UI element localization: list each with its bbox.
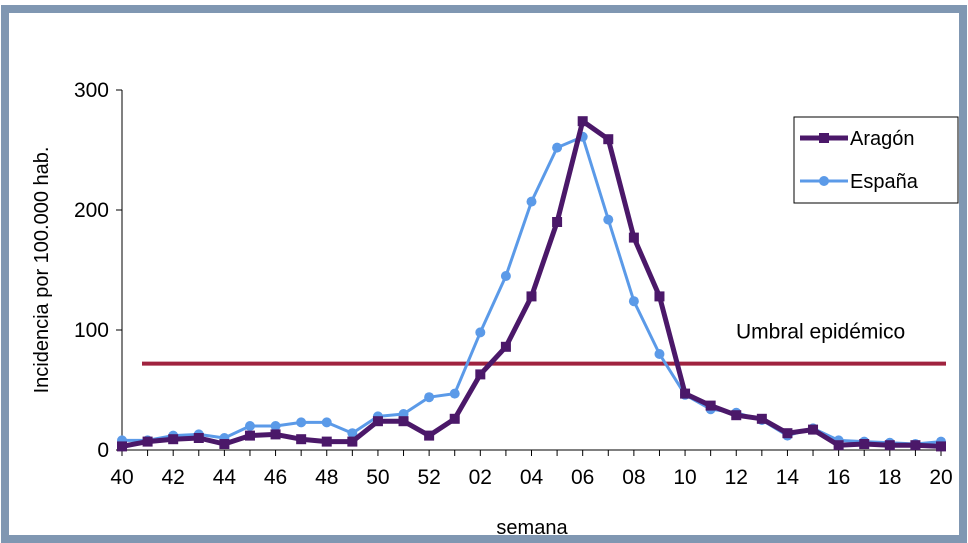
data-point-aragon bbox=[654, 291, 665, 302]
data-point-aragon bbox=[577, 116, 588, 127]
data-point-aragon bbox=[526, 291, 537, 302]
data-point-aragon bbox=[321, 436, 332, 447]
data-point-aragon bbox=[808, 424, 819, 435]
x-tick-label: 48 bbox=[315, 466, 338, 489]
data-point-aragon bbox=[833, 440, 844, 451]
data-point-espana bbox=[526, 196, 537, 207]
x-tick-label: 16 bbox=[827, 466, 850, 489]
data-point-aragon bbox=[705, 400, 716, 411]
x-tick-label: 52 bbox=[417, 466, 440, 489]
data-point-aragon bbox=[424, 430, 435, 441]
data-point-aragon bbox=[500, 341, 511, 352]
data-point-aragon bbox=[475, 369, 486, 380]
legend: Aragón España bbox=[793, 116, 959, 204]
y-axis-title: Incidencia por 100.000 hab. bbox=[31, 147, 53, 394]
legend-box bbox=[793, 116, 959, 204]
frame-border bbox=[1, 5, 967, 543]
data-point-aragon bbox=[168, 434, 179, 445]
data-point-aragon bbox=[296, 434, 307, 445]
legend-marker-espana bbox=[819, 176, 829, 186]
y-tick-label: 300 bbox=[74, 79, 109, 102]
x-tick-label: 44 bbox=[213, 466, 237, 489]
data-point-espana bbox=[603, 214, 614, 225]
y-tick-label: 200 bbox=[74, 199, 109, 222]
legend-label-espana: España bbox=[850, 171, 919, 193]
data-point-aragon bbox=[449, 413, 460, 424]
data-point-aragon bbox=[270, 429, 281, 440]
data-point-aragon bbox=[859, 439, 870, 449]
x-tick-label: 18 bbox=[878, 466, 901, 489]
data-point-aragon bbox=[731, 410, 742, 421]
data-point-espana bbox=[424, 392, 435, 403]
data-point-aragon bbox=[680, 388, 691, 399]
x-tick-label: 14 bbox=[776, 466, 800, 489]
data-point-espana bbox=[552, 142, 563, 153]
legend-label-aragon: Aragón bbox=[850, 128, 915, 150]
data-point-espana bbox=[475, 327, 486, 338]
x-tick-label: 10 bbox=[673, 466, 696, 489]
data-point-espana bbox=[347, 428, 358, 439]
data-point-espana bbox=[654, 349, 665, 359]
data-point-aragon bbox=[628, 232, 639, 243]
data-point-aragon bbox=[347, 436, 358, 447]
data-point-aragon bbox=[398, 416, 409, 427]
data-point-espana bbox=[628, 296, 639, 307]
data-point-aragon bbox=[117, 441, 127, 452]
threshold-label: Umbral epidémico bbox=[736, 321, 905, 344]
data-point-espana bbox=[500, 271, 511, 281]
x-tick-label: 42 bbox=[162, 466, 185, 489]
x-axis-title: semana bbox=[496, 517, 568, 539]
data-point-espana bbox=[244, 421, 255, 431]
series-group bbox=[117, 116, 946, 452]
data-point-aragon bbox=[244, 430, 255, 441]
data-point-aragon bbox=[936, 441, 946, 452]
x-tick-label: 40 bbox=[110, 466, 133, 489]
data-point-aragon bbox=[756, 413, 767, 424]
threshold-group: Umbral epidémico bbox=[142, 321, 946, 366]
data-point-aragon bbox=[910, 440, 921, 451]
data-point-espana bbox=[296, 417, 307, 428]
data-point-espana bbox=[449, 388, 460, 399]
data-point-aragon bbox=[782, 428, 793, 439]
data-point-espana bbox=[321, 417, 332, 428]
x-tick-label: 08 bbox=[622, 466, 645, 489]
data-point-aragon bbox=[142, 436, 153, 447]
data-point-aragon bbox=[372, 416, 383, 427]
x-tick-label: 12 bbox=[725, 466, 748, 489]
data-point-aragon bbox=[884, 440, 895, 451]
x-tick-label: 06 bbox=[571, 466, 594, 489]
x-tick-label: 20 bbox=[929, 466, 952, 489]
y-tick-label: 0 bbox=[97, 439, 109, 462]
data-point-aragon bbox=[603, 134, 614, 145]
data-point-espana bbox=[270, 421, 281, 431]
data-point-aragon bbox=[219, 439, 230, 449]
legend-marker-aragon bbox=[819, 133, 829, 143]
x-tick-label: 50 bbox=[366, 466, 389, 489]
x-tick-label: 46 bbox=[264, 466, 287, 489]
y-tick-label: 100 bbox=[74, 319, 109, 342]
x-tick-label: 02 bbox=[469, 466, 492, 489]
x-tick-label: 04 bbox=[520, 466, 544, 489]
data-point-aragon bbox=[193, 433, 204, 443]
data-point-aragon bbox=[552, 217, 563, 227]
axes: 0 100 200 300 40 42 44 46 48 50 52 02 04 06 08 10 12 14 16… bbox=[74, 79, 953, 489]
